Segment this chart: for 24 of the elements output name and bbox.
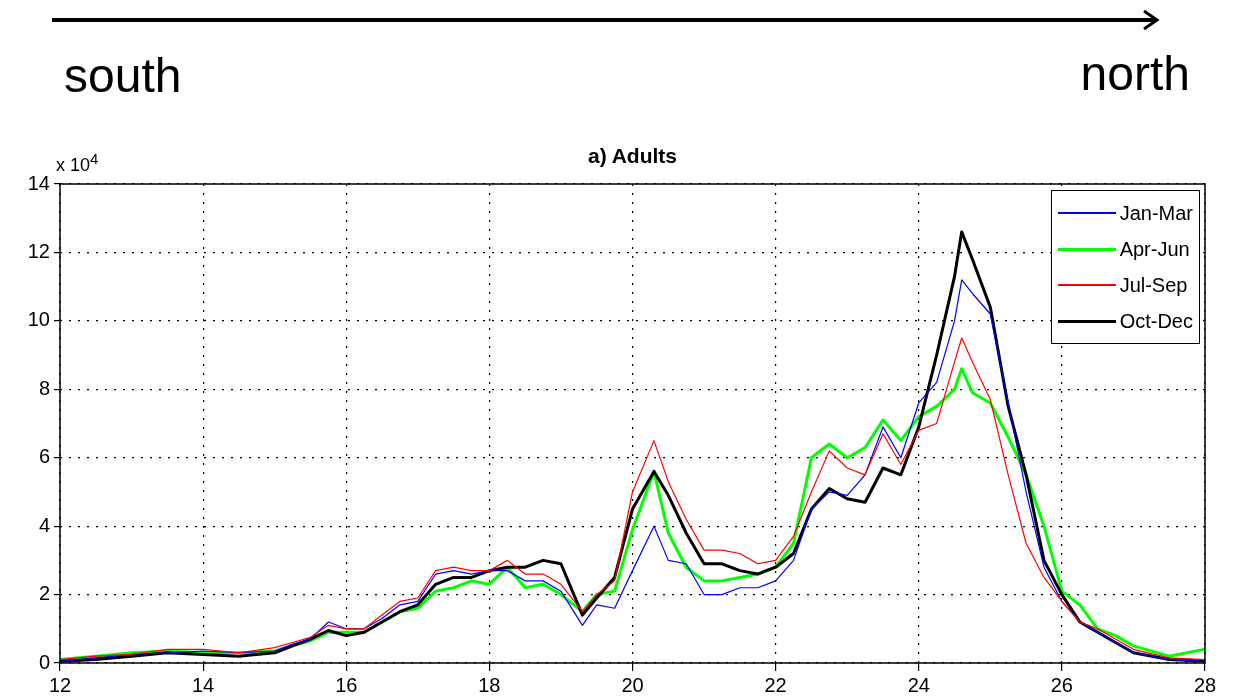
x-tick-label: 14: [192, 673, 215, 696]
text: south: [64, 48, 182, 103]
text: x 10$^{4}$: [56, 150, 99, 176]
y-tick-label: 10: [27, 308, 50, 331]
y-tick-label: 14: [27, 171, 50, 194]
y-tick-label: 0: [38, 650, 50, 673]
x-tick-label: 26: [1050, 673, 1073, 696]
x-tick-label: 24: [907, 673, 930, 696]
legend-label: Jul-Sep: [1119, 273, 1188, 297]
x-tick-label: 22: [764, 673, 787, 696]
y-tick-label: 8: [38, 376, 50, 399]
y-tick-label: 4: [38, 513, 50, 536]
x-tick-label: 28: [1193, 673, 1217, 696]
legend-label: Apr-Jun: [1119, 237, 1190, 261]
y-tick-label: 6: [38, 445, 50, 468]
x-tick-label: 16: [335, 673, 358, 696]
chart-title: a) Adults: [587, 144, 678, 168]
x-tick-label: 18: [478, 673, 501, 696]
legend-label: Oct-Dec: [1119, 309, 1193, 333]
y-tick-label: 2: [38, 582, 50, 605]
text: north: [1080, 46, 1190, 101]
y-tick-label: 12: [27, 239, 50, 262]
legend-label: Jan-Mar: [1119, 201, 1193, 225]
x-tick-label: 20: [621, 673, 644, 696]
